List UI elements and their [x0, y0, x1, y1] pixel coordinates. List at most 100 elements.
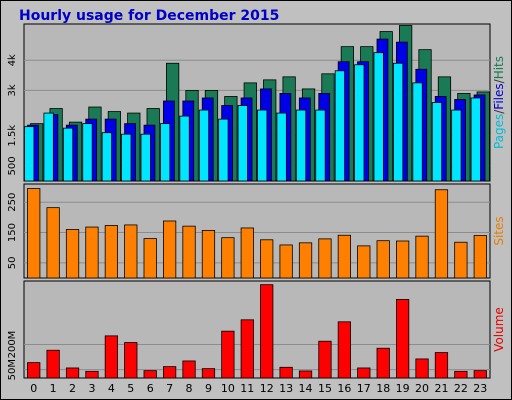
bar-volume-10 [221, 330, 235, 379]
axis-label-segment: Hits [492, 56, 506, 79]
bar-sites-4 [104, 225, 118, 279]
bar-sites-16 [337, 234, 351, 279]
bar-sites-3 [85, 226, 99, 279]
axis-label-segment: / [492, 78, 506, 83]
x-tick-label-22: 22 [454, 382, 468, 395]
bar-sites-15 [318, 238, 332, 279]
y-tick-label: 1.5k [7, 125, 18, 147]
bar-pages-23 [470, 97, 481, 182]
bar-pages-9 [198, 109, 210, 182]
axis-label-segment: Sites [492, 216, 506, 245]
bar-pages-5 [121, 133, 132, 182]
y-tick-label: 500 [7, 156, 18, 175]
panel-middle: 50 150 250 Sites [7, 183, 506, 279]
x-tick-label-18: 18 [376, 382, 390, 395]
x-axis-labels: 0 1 2 3 4 5 6 7 8 9 10 11 12 13 14 15 16 17 18 19 20 21 22 23 [30, 382, 487, 395]
x-tick-label-16: 16 [337, 382, 351, 395]
bar-volume-19 [396, 298, 410, 379]
x-tick-label-7: 7 [166, 382, 173, 395]
bar-volume-12 [260, 284, 274, 379]
bar-sites-21 [434, 189, 449, 279]
bar-sites-18 [376, 240, 390, 279]
bar-volume-5 [124, 342, 138, 379]
bar-pages-18 [373, 52, 384, 182]
y-tick-label: 3k [7, 84, 18, 96]
bar-sites-19 [396, 240, 410, 279]
bar-volume-23 [473, 370, 487, 379]
bar-pages-22 [451, 109, 462, 182]
bar-sites-23 [473, 235, 487, 279]
bar-pages-19 [393, 62, 404, 182]
bar-volume-8 [182, 360, 196, 379]
bar-pages-13 [276, 112, 287, 182]
y-tick-label: 50M [7, 359, 18, 380]
bar-sites-9 [201, 229, 216, 279]
panels-layer: 5001.5k3k4kPages/Files/Hits50150250Sites… [7, 23, 506, 395]
bar-pages-15 [315, 109, 326, 182]
bar-sites-1 [46, 207, 60, 279]
x-tick-label-10: 10 [221, 382, 235, 395]
y-tick-label: 150 [7, 223, 18, 242]
bar-pages-12 [257, 109, 268, 182]
bar-sites-8 [182, 225, 196, 279]
bar-sites-5 [124, 224, 138, 279]
bar-pages-6 [140, 133, 151, 182]
bar-pages-4 [101, 132, 112, 182]
bar-volume-16 [337, 321, 351, 379]
bar-volume-21 [434, 352, 449, 379]
bar-sites-14 [298, 242, 313, 279]
axis-label-bottom: Volume [492, 307, 506, 352]
bar-sites-13 [279, 244, 293, 279]
bar-pages-17 [354, 64, 365, 182]
bar-pages-8 [179, 115, 190, 182]
axis-label-segment: Pages [492, 114, 506, 149]
x-tick-label-4: 4 [108, 382, 115, 395]
bar-volume-3 [85, 370, 99, 379]
bar-sites-2 [65, 229, 80, 279]
bar-pages-10 [218, 118, 229, 182]
bar-pages-7 [160, 123, 171, 182]
panel-frame [23, 280, 491, 379]
bar-sites-20 [415, 235, 429, 279]
bar-volume-13 [279, 366, 293, 379]
bar-sites-22 [454, 241, 468, 279]
bar-sites-0 [27, 188, 41, 279]
chart-title: Hourly usage for December 2015 [19, 8, 279, 24]
bar-volume-0 [27, 362, 41, 379]
axis-label-middle: Sites [492, 216, 506, 245]
bar-volume-17 [357, 367, 371, 379]
bar-volume-1 [46, 349, 60, 379]
axis-label-top: Pages/Files/Hits [492, 56, 506, 149]
bar-pages-3 [82, 123, 93, 182]
bar-pages-16 [334, 70, 345, 182]
axis-label-segment: / [492, 109, 506, 114]
bar-volume-18 [376, 347, 390, 379]
bar-pages-1 [43, 112, 54, 182]
bar-pages-14 [295, 109, 307, 182]
panel-frame [23, 183, 491, 279]
axis-label-segment: Volume [492, 307, 506, 352]
bar-volume-14 [298, 370, 313, 379]
bar-volume-7 [163, 366, 177, 379]
bar-pages-2 [62, 127, 74, 182]
x-tick-label-5: 5 [127, 382, 134, 395]
x-tick-label-23: 23 [473, 382, 487, 395]
x-tick-label-3: 3 [88, 382, 95, 395]
bar-volume-22 [454, 370, 468, 379]
x-tick-label-17: 17 [357, 382, 371, 395]
bar-volume-15 [318, 340, 332, 379]
bar-pages-11 [237, 105, 248, 182]
x-tick-label-1: 1 [50, 382, 57, 395]
x-tick-label-11: 11 [240, 382, 254, 395]
x-tick-label-2: 2 [69, 382, 76, 395]
x-tick-label-19: 19 [396, 382, 410, 395]
x-tick-label-13: 13 [279, 382, 293, 395]
x-tick-label-15: 15 [318, 382, 332, 395]
x-tick-label-8: 8 [186, 382, 193, 395]
bar-volume-6 [143, 370, 157, 379]
bar-sites-6 [143, 238, 157, 279]
